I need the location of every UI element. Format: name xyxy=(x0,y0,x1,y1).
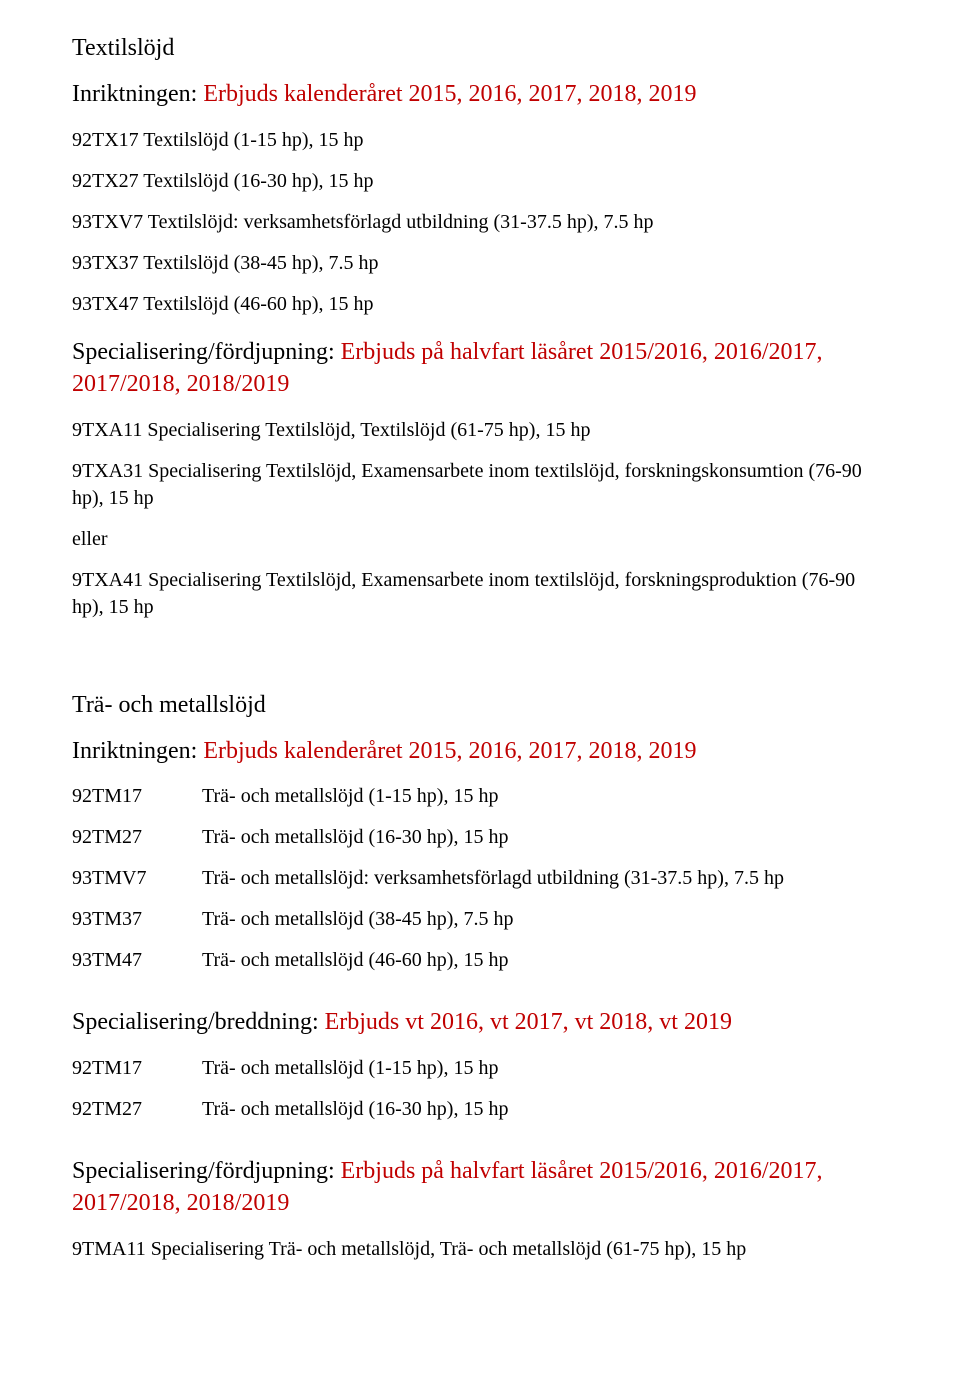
table-row: 92TM17 Trä- och metallslöjd (1-15 hp), 1… xyxy=(72,1055,508,1096)
course-desc: Trä- och metallslöjd (1-15 hp), 15 hp xyxy=(202,1055,508,1096)
specialisering-lead-1: Specialisering/fördjupning: Erbjuds på h… xyxy=(72,336,888,401)
course-code: 92TM17 xyxy=(72,783,202,824)
course-desc: Trä- och metallslöjd (1-15 hp), 15 hp xyxy=(202,783,784,824)
specialisering-label-1: Specialisering/fördjupning: xyxy=(72,339,335,365)
course-desc: Trä- och metallslöjd (16-30 hp), 15 hp xyxy=(202,824,784,865)
inriktningen-lead-2: Inriktningen: Erbjuds kalenderåret 2015,… xyxy=(72,735,888,767)
course-code: 92TM27 xyxy=(72,1096,202,1137)
course-line: 9TXA41 Specialisering Textilslöjd, Exame… xyxy=(72,567,888,621)
specialisering-breddning-value: Erbjuds vt 2016, vt 2017, vt 2018, vt 20… xyxy=(325,1009,732,1035)
table-row: 93TMV7 Trä- och metallslöjd: verksamhets… xyxy=(72,865,784,906)
course-line: 9TXA31 Specialisering Textilslöjd, Exame… xyxy=(72,458,888,512)
inriktningen-lead-1: Inriktningen: Erbjuds kalenderåret 2015,… xyxy=(72,78,888,110)
table-row: 93TM47 Trä- och metallslöjd (46-60 hp), … xyxy=(72,947,784,988)
course-table-2: 92TM17 Trä- och metallslöjd (1-15 hp), 1… xyxy=(72,1055,508,1137)
course-line: 92TX27 Textilslöjd (16-30 hp), 15 hp xyxy=(72,168,888,195)
specialisering-fordjupning-lead-2: Specialisering/fördjupning: Erbjuds på h… xyxy=(72,1155,888,1220)
course-line: 9TXA11 Specialisering Textilslöjd, Texti… xyxy=(72,417,888,444)
course-desc: Trä- och metallslöjd (38-45 hp), 7.5 hp xyxy=(202,906,784,947)
specialisering-breddning-lead: Specialisering/breddning: Erbjuds vt 201… xyxy=(72,1006,888,1038)
course-desc: Trä- och metallslöjd: verksamhetsförlagd… xyxy=(202,865,784,906)
specialisering-breddning-label: Specialisering/breddning: xyxy=(72,1009,319,1035)
course-line: 93TX37 Textilslöjd (38-45 hp), 7.5 hp xyxy=(72,250,888,277)
specialisering-fordjupning-label-2: Specialisering/fördjupning: xyxy=(72,1158,335,1184)
course-line: 93TXV7 Textilslöjd: verksamhetsförlagd u… xyxy=(72,209,888,236)
course-code: 93TMV7 xyxy=(72,865,202,906)
course-code: 92TM27 xyxy=(72,824,202,865)
section-heading-tra-metallslojd: Trä- och metallslöjd xyxy=(72,689,888,721)
inriktningen-label-1: Inriktningen: xyxy=(72,81,197,107)
course-line: 9TMA11 Specialisering Trä- och metallslö… xyxy=(72,1236,888,1263)
course-desc: Trä- och metallslöjd (46-60 hp), 15 hp xyxy=(202,947,784,988)
table-row: 92TM17 Trä- och metallslöjd (1-15 hp), 1… xyxy=(72,783,784,824)
course-line: 92TX17 Textilslöjd (1-15 hp), 15 hp xyxy=(72,127,888,154)
section-heading-textilslojd: Textilslöjd xyxy=(72,32,888,64)
course-table-1: 92TM17 Trä- och metallslöjd (1-15 hp), 1… xyxy=(72,783,784,988)
course-code: 92TM17 xyxy=(72,1055,202,1096)
course-line: 93TX47 Textilslöjd (46-60 hp), 15 hp xyxy=(72,291,888,318)
course-desc: Trä- och metallslöjd (16-30 hp), 15 hp xyxy=(202,1096,508,1137)
course-code: 93TM47 xyxy=(72,947,202,988)
table-row: 93TM37 Trä- och metallslöjd (38-45 hp), … xyxy=(72,906,784,947)
inriktningen-value-1: Erbjuds kalenderåret 2015, 2016, 2017, 2… xyxy=(203,81,696,107)
inriktningen-value-2: Erbjuds kalenderåret 2015, 2016, 2017, 2… xyxy=(203,738,696,764)
table-row: 92TM27 Trä- och metallslöjd (16-30 hp), … xyxy=(72,824,784,865)
course-code: 93TM37 xyxy=(72,906,202,947)
inriktningen-label-2: Inriktningen: xyxy=(72,738,197,764)
or-word: eller xyxy=(72,526,888,553)
table-row: 92TM27 Trä- och metallslöjd (16-30 hp), … xyxy=(72,1096,508,1137)
